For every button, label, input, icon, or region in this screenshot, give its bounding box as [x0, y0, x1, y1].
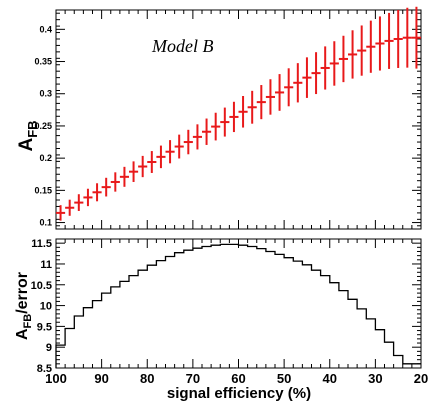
bottom-y-tick-label: 10	[40, 301, 52, 313]
bottom-x-axis: 100 90 80 70 60 50 40 30 20	[45, 239, 428, 386]
data-point	[110, 172, 120, 192]
data-point	[174, 134, 184, 159]
data-point	[183, 129, 193, 155]
x-tick-label: 100	[45, 371, 67, 386]
bottom-y-tick-label: 9.5	[37, 321, 52, 333]
bottom-y-tick-label: 11	[40, 259, 52, 271]
top-x-axis	[55, 10, 422, 229]
data-point	[384, 12, 394, 69]
data-point	[275, 74, 285, 111]
top-y-axis-title: AFB	[16, 120, 40, 151]
bottom-y-tick-label: 9	[46, 342, 52, 354]
x-axis-title: signal efficiency (%)	[167, 385, 311, 402]
top-y-tick-label: 0.25	[34, 121, 52, 131]
data-point	[119, 166, 129, 187]
data-point	[165, 140, 175, 164]
data-point	[393, 10, 403, 68]
bottom-y-axis-title: AFB/error	[14, 272, 34, 340]
data-point	[220, 107, 230, 137]
data-point	[156, 145, 166, 169]
step-histogram-line	[55, 243, 421, 368]
x-tick-label: 50	[277, 371, 291, 386]
data-point	[202, 118, 212, 145]
top-panel: 0.1 0.15 0.2 0.25 0.3 0.35 0.4 Model B AFB	[16, 6, 422, 230]
data-point	[74, 194, 84, 211]
x-tick-label: 90	[94, 371, 108, 386]
data-point	[338, 35, 348, 83]
top-y-tick-label: 0.1	[39, 218, 52, 228]
bottom-y-tick-label: 8.5	[37, 363, 52, 375]
data-point	[129, 161, 139, 182]
data-point	[284, 68, 294, 107]
data-point	[211, 112, 221, 141]
data-point	[83, 188, 93, 207]
x-tick-label: 30	[368, 371, 382, 386]
data-point	[329, 41, 339, 86]
top-ylabel-main: A	[16, 138, 37, 152]
x-tick-label: 70	[186, 371, 200, 386]
data-point	[256, 85, 266, 120]
data-point	[375, 16, 385, 71]
bottom-ylabel-suffix: /error	[14, 272, 31, 314]
data-point	[101, 177, 111, 197]
top-y-tick-label: 0.15	[34, 185, 52, 195]
top-y-tick-label: 0.4	[39, 24, 52, 34]
data-point	[65, 199, 75, 216]
bottom-ylabel-sub: FB	[22, 314, 34, 329]
data-point	[56, 205, 66, 221]
data-point	[293, 63, 303, 103]
data-point	[229, 101, 239, 133]
top-plot-frame	[55, 9, 422, 230]
data-point	[366, 20, 376, 73]
data-point	[302, 57, 312, 98]
top-ylabel-sub: FB	[25, 120, 40, 137]
data-point	[402, 7, 412, 68]
x-tick-label: 20	[414, 371, 428, 386]
x-tick-label: 60	[231, 371, 245, 386]
data-point	[247, 90, 257, 124]
bottom-series-afb-over-error	[55, 243, 421, 368]
data-point	[138, 155, 148, 178]
model-label: Model B	[151, 36, 213, 56]
top-y-axis: 0.1 0.15 0.2 0.25 0.3 0.35 0.4	[34, 12, 421, 228]
data-point	[92, 183, 102, 202]
data-point	[348, 30, 358, 79]
bottom-y-tick-label: 10.5	[31, 280, 52, 292]
data-point	[311, 52, 321, 95]
top-y-tick-label: 0.3	[39, 89, 52, 99]
data-point	[147, 151, 157, 173]
bottom-plot-frame	[55, 238, 422, 369]
top-series-afb	[56, 6, 421, 221]
top-y-tick-label: 0.35	[34, 57, 52, 67]
data-point	[238, 95, 248, 128]
top-y-tick-label: 0.2	[39, 153, 52, 163]
bottom-y-axis: 8.5 9 9.5 10 10.5 11 11.5	[31, 238, 421, 375]
data-point	[265, 79, 275, 115]
bottom-ylabel-main: A	[14, 328, 31, 340]
data-point	[411, 6, 421, 69]
data-point	[357, 25, 367, 76]
bottom-y-tick-label: 11.5	[31, 238, 52, 250]
x-tick-label: 40	[323, 371, 337, 386]
data-point	[320, 46, 330, 90]
x-tick-label: 80	[140, 371, 154, 386]
data-point	[192, 124, 202, 150]
